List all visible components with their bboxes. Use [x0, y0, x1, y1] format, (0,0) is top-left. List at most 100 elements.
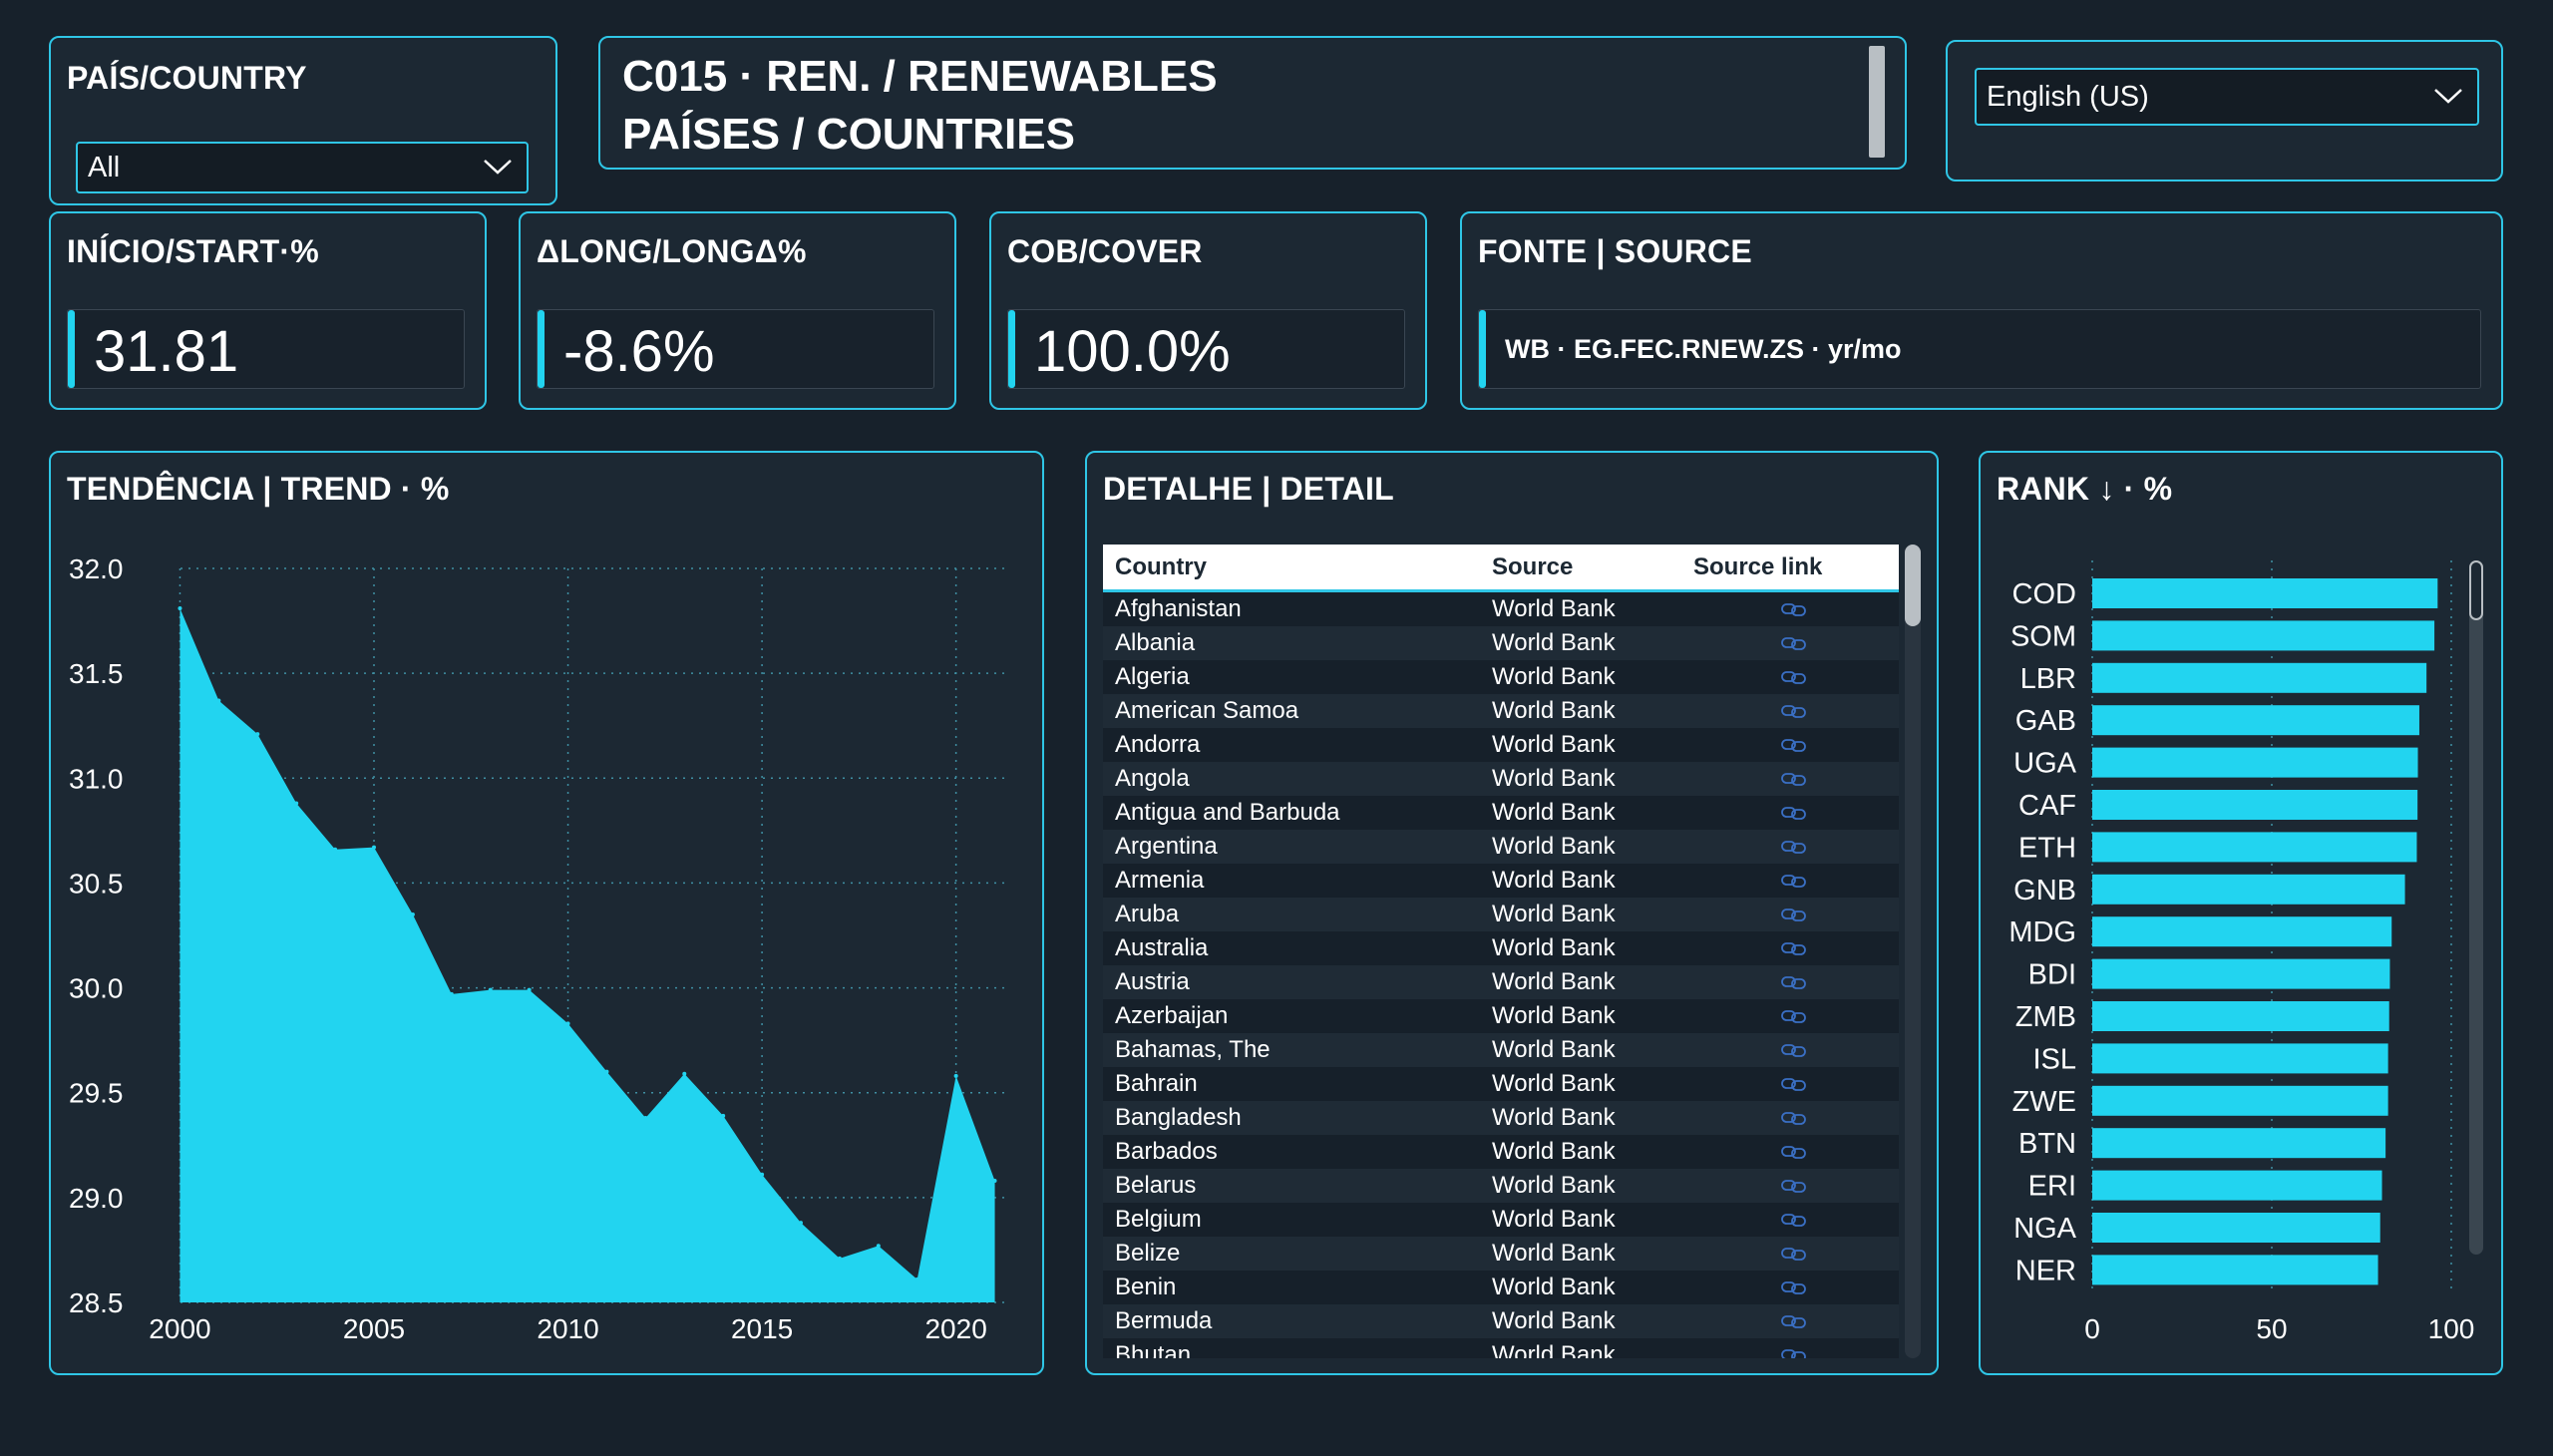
cell-source-link[interactable] [1693, 840, 1899, 854]
cell-source-link[interactable] [1693, 772, 1899, 786]
table-scrollbar-thumb[interactable] [1905, 545, 1921, 626]
language-dropdown[interactable]: English (US) [1975, 68, 2479, 126]
rank-bar[interactable] [2092, 747, 2418, 778]
table-row[interactable]: Aruba World Bank [1103, 898, 1899, 931]
link-icon[interactable] [1781, 738, 1807, 752]
cell-source-link[interactable] [1693, 806, 1899, 820]
table-row[interactable]: Afghanistan World Bank [1103, 592, 1899, 626]
cell-source-link[interactable] [1693, 941, 1899, 955]
trend-chart[interactable]: 28.5 29.0 29.5 30.0 30.5 31.0 31.5 32.0 2000 2005… [51, 453, 1042, 1373]
link-icon[interactable] [1781, 1043, 1807, 1057]
table-row[interactable]: Australia World Bank [1103, 931, 1899, 965]
table-row[interactable]: Azerbaijan World Bank [1103, 999, 1899, 1033]
link-icon[interactable] [1781, 874, 1807, 888]
column-header-source-link[interactable]: Source link [1693, 552, 1823, 580]
rank-bar[interactable] [2092, 578, 2438, 608]
table-row[interactable]: Albania World Bank [1103, 626, 1899, 660]
rank-bar[interactable] [2092, 1213, 2380, 1243]
cell-source-link[interactable] [1693, 1111, 1899, 1125]
link-icon[interactable] [1781, 806, 1807, 820]
link-icon[interactable] [1781, 1213, 1807, 1227]
cell-source-link[interactable] [1693, 1314, 1899, 1328]
rank-scrollbar[interactable] [2469, 560, 2483, 1255]
table-scrollbar[interactable] [1905, 545, 1921, 1358]
link-icon[interactable] [1781, 1145, 1807, 1159]
rank-chart[interactable]: 0 50 100 COD SOM LBR GAB UGA CAF ETH GNB MDG BDI ZMB I… [1981, 453, 2501, 1373]
cell-source-link[interactable] [1693, 874, 1899, 888]
table-row[interactable]: Argentina World Bank [1103, 830, 1899, 864]
column-header-country[interactable]: Country [1115, 552, 1207, 580]
cell-source-link[interactable] [1693, 1077, 1899, 1091]
table-row[interactable]: Bahamas, The World Bank [1103, 1033, 1899, 1067]
cell-source-link[interactable] [1693, 704, 1899, 718]
rank-bar[interactable] [2092, 705, 2419, 736]
column-header-source[interactable]: Source [1492, 552, 1574, 580]
table-row[interactable]: Belize World Bank [1103, 1237, 1899, 1271]
link-icon[interactable] [1781, 1314, 1807, 1328]
cell-source-link[interactable] [1693, 1043, 1899, 1057]
link-icon[interactable] [1781, 1348, 1807, 1358]
table-row[interactable]: Andorra World Bank [1103, 728, 1899, 762]
cell-source-link[interactable] [1693, 738, 1899, 752]
rank-bar[interactable] [2092, 1043, 2388, 1074]
table-row[interactable]: Armenia World Bank [1103, 864, 1899, 898]
header-scrollbar[interactable] [1869, 46, 1885, 158]
rank-bar[interactable] [2092, 1001, 2389, 1031]
link-icon[interactable] [1781, 908, 1807, 921]
country-dropdown[interactable]: All [76, 142, 529, 193]
rank-bar[interactable] [2092, 1255, 2378, 1285]
link-icon[interactable] [1781, 772, 1807, 786]
cell-source-link[interactable] [1693, 1213, 1899, 1227]
link-icon[interactable] [1781, 602, 1807, 616]
table-row[interactable]: Barbados World Bank [1103, 1135, 1899, 1169]
table-row[interactable]: Algeria World Bank [1103, 660, 1899, 694]
rank-bar[interactable] [2092, 958, 2390, 989]
table-row[interactable]: American Samoa World Bank [1103, 694, 1899, 728]
link-icon[interactable] [1781, 941, 1807, 955]
cell-source-link[interactable] [1693, 908, 1899, 921]
rank-bar[interactable] [2092, 832, 2417, 863]
rank-bar[interactable] [2092, 916, 2392, 947]
table-row[interactable]: Bermuda World Bank [1103, 1304, 1899, 1338]
cell-source-link[interactable] [1693, 1280, 1899, 1294]
cell-source-link[interactable] [1693, 1009, 1899, 1023]
table-row[interactable]: Angola World Bank [1103, 762, 1899, 796]
rank-bar[interactable] [2092, 1170, 2382, 1201]
table-row[interactable]: Bhutan World Bank [1103, 1338, 1899, 1358]
link-icon[interactable] [1781, 636, 1807, 650]
link-icon[interactable] [1781, 1077, 1807, 1091]
table-row[interactable]: Bahrain World Bank [1103, 1067, 1899, 1101]
table-row[interactable]: Austria World Bank [1103, 965, 1899, 999]
trend-point [255, 732, 260, 737]
table-row[interactable]: Bangladesh World Bank [1103, 1101, 1899, 1135]
table-row[interactable]: Belgium World Bank [1103, 1203, 1899, 1237]
rank-bar[interactable] [2092, 790, 2418, 820]
rank-bar[interactable] [2092, 1128, 2386, 1159]
cell-source-link[interactable] [1693, 1179, 1899, 1193]
link-icon[interactable] [1781, 704, 1807, 718]
link-icon[interactable] [1781, 1179, 1807, 1193]
link-icon[interactable] [1781, 1280, 1807, 1294]
cell-source-link[interactable] [1693, 602, 1899, 616]
table-row[interactable]: Benin World Bank [1103, 1271, 1899, 1304]
link-icon[interactable] [1781, 1111, 1807, 1125]
rank-bar[interactable] [2092, 662, 2427, 693]
cell-source-link[interactable] [1693, 1348, 1899, 1358]
cell-source-link[interactable] [1693, 636, 1899, 650]
link-icon[interactable] [1781, 1247, 1807, 1261]
cell-source-link[interactable] [1693, 975, 1899, 989]
link-icon[interactable] [1781, 840, 1807, 854]
rank-scrollbar-thumb[interactable] [2469, 560, 2483, 620]
table-row[interactable]: Belarus World Bank [1103, 1169, 1899, 1203]
cell-source-link[interactable] [1693, 670, 1899, 684]
link-icon[interactable] [1781, 670, 1807, 684]
table-row[interactable]: Antigua and Barbuda World Bank [1103, 796, 1899, 830]
rank-bar[interactable] [2092, 874, 2405, 905]
rank-bar[interactable] [2092, 620, 2435, 651]
cell-source-link[interactable] [1693, 1145, 1899, 1159]
kpi-cover-box: 100.0% [1007, 309, 1405, 389]
link-icon[interactable] [1781, 975, 1807, 989]
link-icon[interactable] [1781, 1009, 1807, 1023]
cell-source-link[interactable] [1693, 1247, 1899, 1261]
rank-bar[interactable] [2092, 1085, 2388, 1116]
